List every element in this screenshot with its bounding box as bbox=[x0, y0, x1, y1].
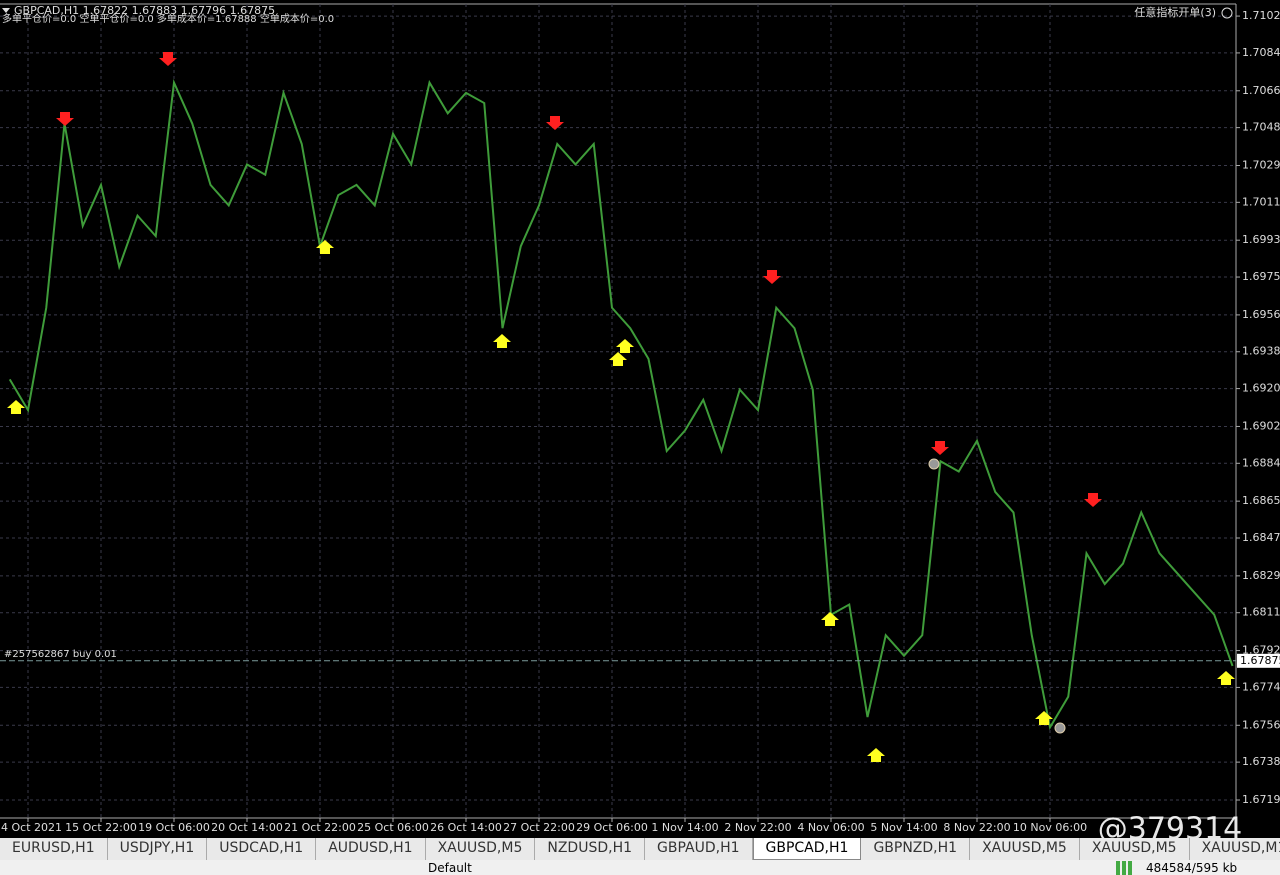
x-tick-label: 2 Nov 22:00 bbox=[724, 821, 791, 834]
order-marker bbox=[928, 458, 940, 470]
symbol-tab[interactable]: XAUUSD,M5 bbox=[970, 838, 1080, 860]
x-tick-label: 21 Oct 22:00 bbox=[284, 821, 356, 834]
sell-arrow bbox=[159, 52, 177, 66]
buy-arrow bbox=[493, 334, 511, 348]
x-tick-label: 26 Oct 14:00 bbox=[430, 821, 502, 834]
x-tick-label: 5 Nov 14:00 bbox=[870, 821, 937, 834]
y-tick-label: 1.67925 bbox=[1242, 644, 1280, 657]
x-tick-label: 4 Nov 06:00 bbox=[797, 821, 864, 834]
buy-arrow bbox=[609, 352, 627, 366]
sell-arrow bbox=[763, 270, 781, 284]
symbol-tab[interactable]: GBPNZD,H1 bbox=[861, 838, 971, 860]
symbol-tab[interactable]: USDJPY,H1 bbox=[108, 838, 208, 860]
marks bbox=[0, 78, 1236, 731]
sell-arrow bbox=[546, 116, 564, 130]
x-tick-label: 14 Oct 2021 bbox=[0, 821, 62, 834]
y-tick-label: 1.68290 bbox=[1242, 569, 1280, 582]
y-tick-label: 1.71025 bbox=[1242, 9, 1280, 22]
grid bbox=[0, 4, 1236, 818]
buy-arrow bbox=[1035, 711, 1053, 725]
x-tick-label: 19 Oct 06:00 bbox=[138, 821, 210, 834]
y-tick-label: 1.67195 bbox=[1242, 793, 1280, 806]
position-info: 多单平仓价=0.0 空单平仓价=0.0 多单成本价=1.67888 空单成本价=… bbox=[2, 12, 334, 25]
order-label: #257562867 buy 0.01 bbox=[4, 649, 117, 660]
order-marker bbox=[1054, 722, 1066, 734]
y-tick-label: 1.70115 bbox=[1242, 195, 1280, 208]
sell-arrow bbox=[931, 441, 949, 455]
y-tick-label: 1.69385 bbox=[1242, 345, 1280, 358]
sell-arrows bbox=[56, 52, 1102, 507]
y-tick-label: 1.70845 bbox=[1242, 46, 1280, 59]
indicator-label: 任意指标开单(3) bbox=[1134, 5, 1216, 19]
symbol-tab[interactable]: NZDUSD,H1 bbox=[535, 838, 646, 860]
sell-arrow bbox=[1084, 493, 1102, 507]
symbol-tab[interactable]: XAUUSD,M5 bbox=[1080, 838, 1190, 860]
x-tick-label: 29 Oct 06:00 bbox=[576, 821, 648, 834]
price-line bbox=[8, 78, 1234, 731]
y-tick-label: 1.70660 bbox=[1242, 84, 1280, 97]
y-tick-label: 1.69565 bbox=[1242, 308, 1280, 321]
y-tick-label: 1.68110 bbox=[1242, 606, 1280, 619]
y-tick-label: 1.70480 bbox=[1242, 121, 1280, 134]
sell-arrow bbox=[56, 112, 74, 126]
current-price-label: 1.67875 bbox=[1240, 654, 1280, 667]
status-bar: Default 484584/595 kb bbox=[0, 860, 1280, 875]
watermark: @379314 bbox=[1098, 812, 1243, 839]
x-tick-label: 15 Oct 22:00 bbox=[65, 821, 137, 834]
x-tick-label: 10 Nov 06:00 bbox=[1013, 821, 1087, 834]
buy-arrows bbox=[7, 240, 1235, 762]
x-tick-label: 1 Nov 14:00 bbox=[651, 821, 718, 834]
symbol-tabs: EURUSD,H1 USDJPY,H1 USDCAD,H1 AUDUSD,H1 XAUU… bbox=[0, 838, 1280, 860]
buy-arrow bbox=[316, 240, 334, 254]
x-tick-label: 27 Oct 22:00 bbox=[503, 821, 575, 834]
signals bbox=[7, 52, 1235, 762]
symbol-tab[interactable]: EURUSD,H1 bbox=[0, 838, 108, 860]
x-tick-label: 20 Oct 14:00 bbox=[211, 821, 283, 834]
x-tick-label: 8 Nov 22:00 bbox=[943, 821, 1010, 834]
y-tick-label: 1.69750 bbox=[1242, 270, 1280, 283]
y-tick-label: 1.67380 bbox=[1242, 755, 1280, 768]
y-tick-label: 1.68475 bbox=[1242, 531, 1280, 544]
y-tick-label: 1.67745 bbox=[1242, 680, 1280, 693]
symbol-tab[interactable]: XAUUSD,M15 bbox=[1190, 838, 1280, 860]
profile: Default bbox=[428, 861, 472, 875]
smiley-icon[interactable] bbox=[1221, 7, 1233, 19]
y-tick-label: 1.69930 bbox=[1242, 233, 1280, 246]
symbol-tab[interactable]: GBPAUD,H1 bbox=[645, 838, 753, 860]
y-tick-label: 1.68655 bbox=[1242, 494, 1280, 507]
current-price-box bbox=[1237, 653, 1280, 668]
y-tick-label: 1.69205 bbox=[1242, 382, 1280, 395]
symbol-tab[interactable]: USDCAD,H1 bbox=[207, 838, 317, 860]
buy-arrow bbox=[821, 612, 839, 626]
y-tick-label: 1.70295 bbox=[1242, 158, 1280, 171]
buy-arrow bbox=[7, 400, 25, 414]
symbol-header: GBPCAD,H1 1.67822 1.67883 1.67796 1.6787… bbox=[14, 4, 275, 17]
symbol-tab[interactable]: XAUUSD,M5 bbox=[426, 838, 536, 860]
symbol-tab[interactable]: AUDUSD,H1 bbox=[316, 838, 426, 860]
chart: GBPCAD,H1 1.67822 1.67883 1.67796 1.6787… bbox=[0, 3, 1280, 839]
y-tick-label: 1.68840 bbox=[1242, 456, 1280, 469]
x-tick-label: 25 Oct 06:00 bbox=[357, 821, 429, 834]
y-tick-label: 1.69020 bbox=[1242, 419, 1280, 432]
buy-arrow bbox=[616, 339, 634, 353]
buy-arrow bbox=[867, 748, 885, 762]
y-tick-label: 1.67560 bbox=[1242, 718, 1280, 731]
traffic: 484584/595 kb bbox=[1116, 861, 1238, 875]
symbol-tab[interactable]: GBPCAD,H1 bbox=[752, 838, 862, 860]
buy-arrow bbox=[1217, 671, 1235, 685]
header-icon bbox=[2, 8, 10, 13]
